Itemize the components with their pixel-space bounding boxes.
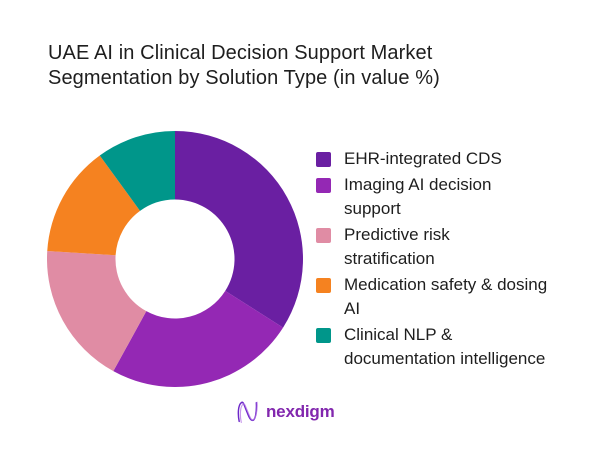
legend-label: EHR-integrated CDS: [344, 149, 502, 168]
legend-item-1: Imaging AI decision support: [316, 173, 602, 221]
donut-slice-2: [47, 250, 147, 372]
nexdigm-logo-icon: [237, 401, 258, 423]
legend-swatch-icon: [316, 278, 331, 293]
legend-swatch-icon: [316, 152, 331, 167]
nexdigm-logo: nexdigm: [235, 398, 335, 425]
legend-swatch-icon: [316, 178, 331, 193]
legend-label: Medication safety & dosing AI: [344, 275, 548, 318]
legend-swatch-icon: [316, 228, 331, 243]
nexdigm-logo-text: nexdigm: [266, 401, 335, 421]
donut-chart: [47, 131, 303, 387]
chart-title: UAE AI in Clinical Decision Support Mark…: [48, 41, 528, 91]
chart-legend: EHR-integrated CDS Imaging AI decision su…: [316, 147, 602, 373]
legend-item-2: Predictive risk stratification: [316, 223, 602, 271]
legend-item-4: Clinical NLP & documentation intelligenc…: [316, 323, 602, 371]
legend-label: Imaging AI decision support: [344, 175, 492, 218]
donut-slice-0: [175, 131, 303, 328]
legend-label: Predictive risk stratification: [344, 225, 450, 268]
donut-slice-4: [99, 131, 175, 211]
legend-item-0: EHR-integrated CDS: [316, 147, 602, 171]
legend-item-3: Medication safety & dosing AI: [316, 273, 602, 321]
donut-slice-3: [47, 155, 141, 256]
donut-slice-1: [113, 290, 284, 387]
chart-title-line1: UAE AI in Clinical Decision Support Mark…: [48, 42, 433, 64]
chart-title-line2: Segmentation by Solution Type (in value …: [48, 67, 440, 89]
legend-swatch-icon: [316, 328, 331, 343]
legend-label: Clinical NLP & documentation intelligenc…: [344, 325, 546, 368]
